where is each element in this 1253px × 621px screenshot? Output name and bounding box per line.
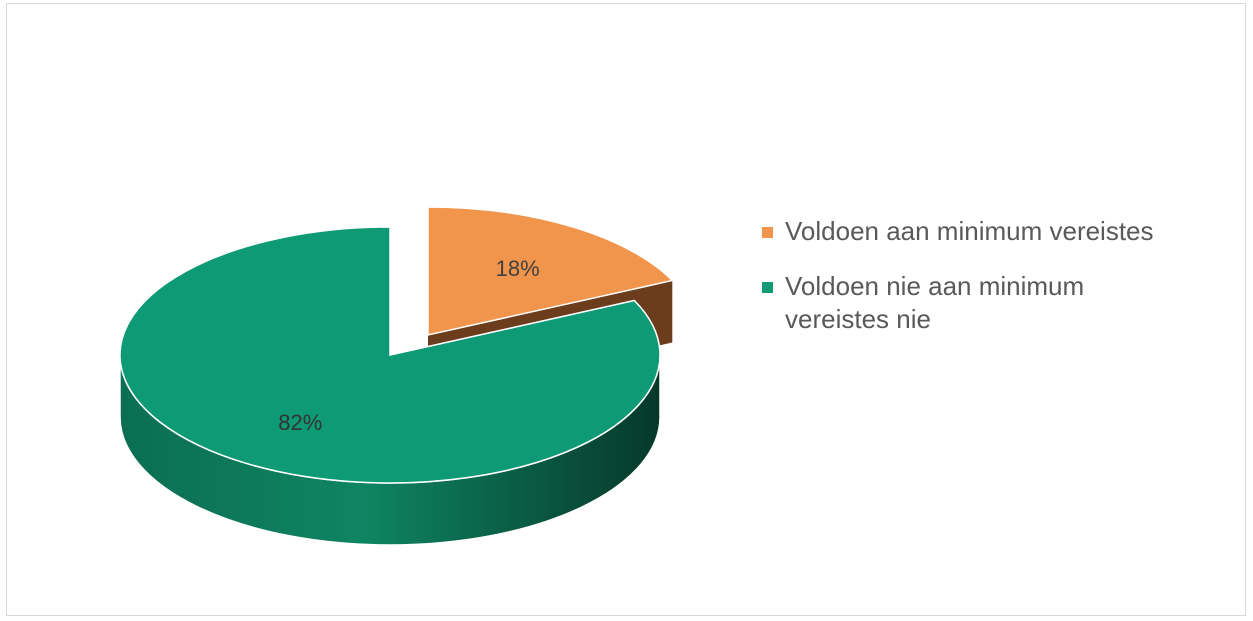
legend: Voldoen aan minimum vereistes Voldoen ni… [762,215,1232,358]
pie-slice-0 [427,206,674,336]
legend-label: Voldoen aan minimum vereistes [785,216,1154,246]
pie-data-label-1: 82% [278,410,322,435]
legend-item-voldoen: Voldoen aan minimum vereistes [762,215,1232,248]
pie-slice-1 [119,226,661,484]
pie-labels: 18% 82% [278,256,539,435]
legend-swatch-green [762,282,773,293]
legend-item-voldoen-nie: Voldoen nie aan minimum vereistes nie [762,270,1232,336]
legend-swatch-orange [762,227,773,238]
legend-label: Voldoen nie aan minimum vereistes nie [785,271,1085,334]
pie-data-label-0: 18% [496,256,540,281]
pie-tops [119,206,674,484]
